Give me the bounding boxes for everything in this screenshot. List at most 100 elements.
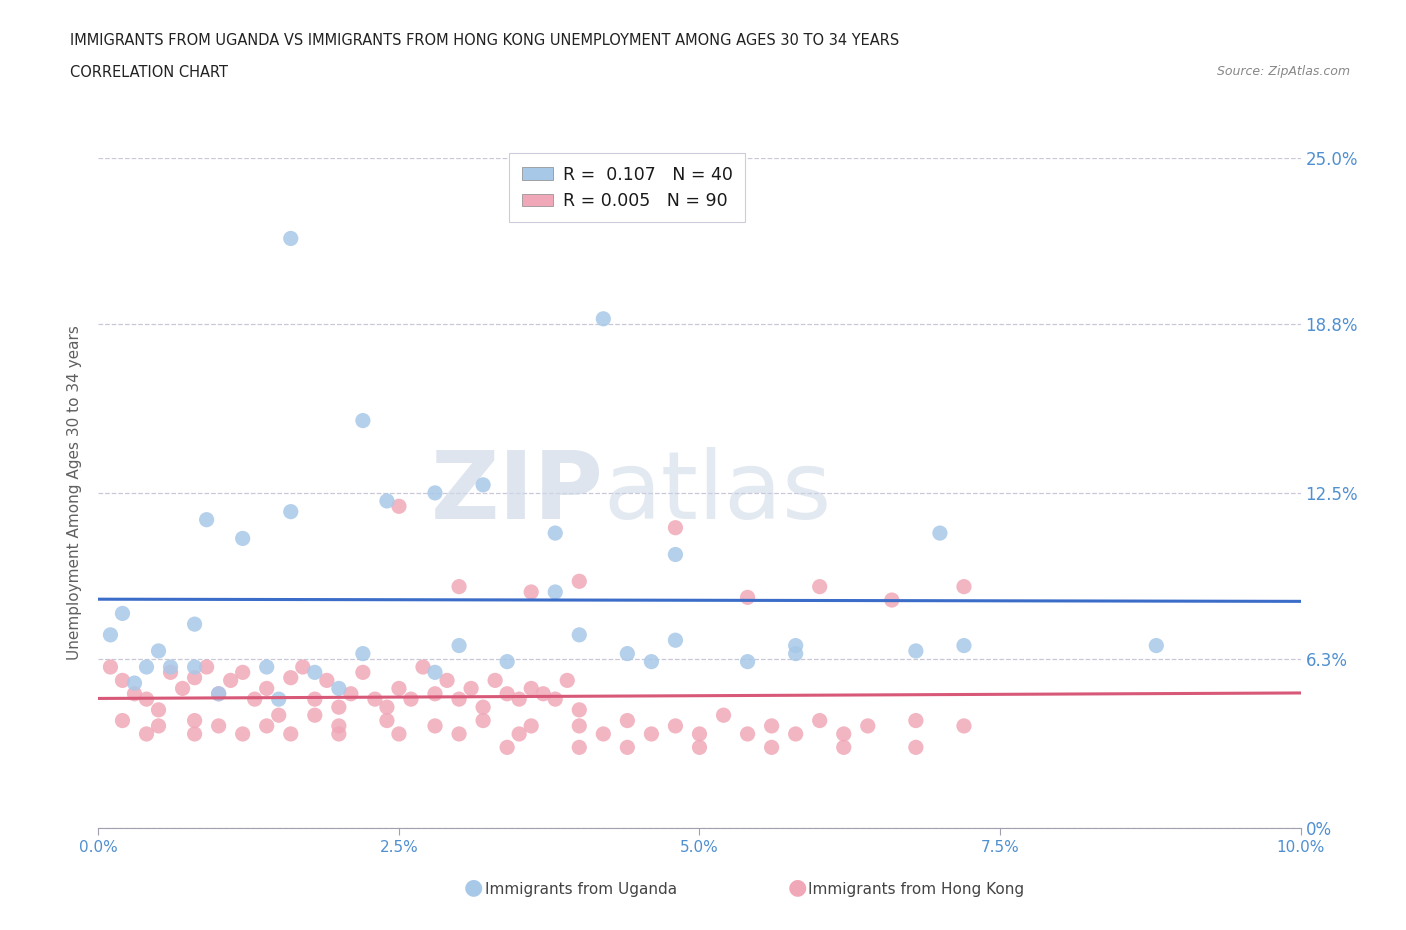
Point — [208, 686, 231, 701]
Point — [447, 638, 470, 653]
Point — [472, 713, 495, 728]
Point — [232, 531, 254, 546]
Point — [520, 719, 543, 734]
Text: CORRELATION CHART: CORRELATION CHART — [70, 65, 228, 80]
Point — [100, 628, 122, 643]
Point — [328, 719, 350, 734]
Point — [544, 525, 567, 540]
Point — [832, 726, 855, 741]
Point — [232, 665, 254, 680]
Point — [423, 719, 446, 734]
Point — [232, 726, 254, 741]
Point — [388, 681, 411, 696]
Text: ZIP: ZIP — [430, 447, 603, 538]
Point — [135, 692, 157, 707]
Point — [399, 692, 422, 707]
Point — [713, 708, 735, 723]
Point — [304, 665, 326, 680]
Point — [544, 585, 567, 600]
Point — [904, 644, 927, 658]
Point — [315, 673, 337, 688]
Point — [340, 686, 363, 701]
Text: ●: ● — [464, 877, 484, 897]
Point — [183, 713, 205, 728]
Point — [135, 726, 157, 741]
Point — [183, 617, 205, 631]
Point — [953, 719, 976, 734]
Point — [904, 713, 927, 728]
Point — [785, 646, 807, 661]
Point — [953, 638, 976, 653]
Point — [280, 726, 302, 741]
Point — [375, 713, 398, 728]
Point — [880, 592, 903, 607]
Point — [328, 699, 350, 714]
Point — [737, 726, 759, 741]
Point — [159, 659, 181, 674]
Point — [460, 681, 482, 696]
Point — [664, 520, 686, 535]
Point — [616, 713, 638, 728]
Point — [761, 740, 783, 755]
Point — [304, 692, 326, 707]
Point — [592, 726, 614, 741]
Point — [447, 692, 470, 707]
Point — [664, 719, 686, 734]
Point — [124, 675, 146, 690]
Legend: R =  0.107   N = 40, R = 0.005   N = 90: R = 0.107 N = 40, R = 0.005 N = 90 — [509, 153, 745, 222]
Point — [423, 665, 446, 680]
Point — [436, 673, 458, 688]
Point — [785, 638, 807, 653]
Point — [183, 671, 205, 685]
Point — [148, 702, 170, 717]
Point — [508, 726, 530, 741]
Point — [423, 485, 446, 500]
Point — [664, 547, 686, 562]
Point — [280, 671, 302, 685]
Point — [183, 659, 205, 674]
Point — [447, 726, 470, 741]
Point — [832, 740, 855, 755]
Point — [243, 692, 266, 707]
Point — [159, 665, 181, 680]
Point — [472, 477, 495, 492]
Text: IMMIGRANTS FROM UGANDA VS IMMIGRANTS FROM HONG KONG UNEMPLOYMENT AMONG AGES 30 T: IMMIGRANTS FROM UGANDA VS IMMIGRANTS FRO… — [70, 33, 900, 47]
Text: Source: ZipAtlas.com: Source: ZipAtlas.com — [1216, 65, 1350, 78]
Point — [808, 713, 831, 728]
Point — [664, 632, 686, 647]
Point — [568, 719, 591, 734]
Point — [568, 740, 591, 755]
Point — [616, 646, 638, 661]
Point — [808, 579, 831, 594]
Point — [1144, 638, 1167, 653]
Point — [135, 659, 157, 674]
Point — [592, 312, 614, 326]
Point — [520, 585, 543, 600]
Point — [856, 719, 879, 734]
Text: Immigrants from Hong Kong: Immigrants from Hong Kong — [808, 883, 1025, 897]
Point — [375, 494, 398, 509]
Text: atlas: atlas — [603, 447, 831, 538]
Point — [412, 659, 434, 674]
Point — [111, 673, 134, 688]
Point — [328, 681, 350, 696]
Point — [616, 740, 638, 755]
Point — [689, 740, 711, 755]
Point — [520, 681, 543, 696]
Point — [496, 740, 519, 755]
Text: Immigrants from Uganda: Immigrants from Uganda — [485, 883, 678, 897]
Point — [568, 574, 591, 589]
Point — [195, 659, 218, 674]
Y-axis label: Unemployment Among Ages 30 to 34 years: Unemployment Among Ages 30 to 34 years — [67, 326, 83, 660]
Point — [352, 413, 374, 428]
Point — [785, 726, 807, 741]
Point — [148, 719, 170, 734]
Point — [568, 702, 591, 717]
Point — [544, 692, 567, 707]
Point — [737, 590, 759, 604]
Point — [352, 646, 374, 661]
Point — [423, 686, 446, 701]
Point — [555, 673, 578, 688]
Point — [219, 673, 242, 688]
Point — [531, 686, 554, 701]
